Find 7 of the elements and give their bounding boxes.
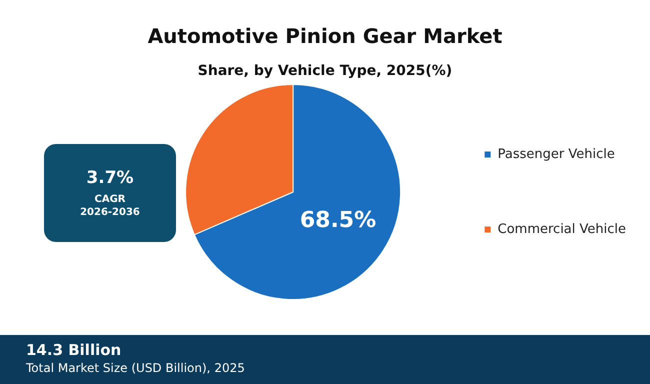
chart-subtitle: Share, by Vehicle Type, 2025(%) bbox=[196, 63, 454, 79]
chart-title: Automotive Pinion Gear Market bbox=[146, 24, 504, 48]
info-card: 3.7% CAGR 2026-2036 bbox=[44, 144, 176, 242]
data-label: 68.5% bbox=[300, 208, 376, 234]
legend-label: Commercial Vehicle bbox=[498, 222, 626, 237]
legend-label: Passenger Vehicle bbox=[498, 146, 615, 162]
footer-band: 14.3 Billion Total Market Size (USD Billion), 2025 bbox=[0, 335, 650, 384]
